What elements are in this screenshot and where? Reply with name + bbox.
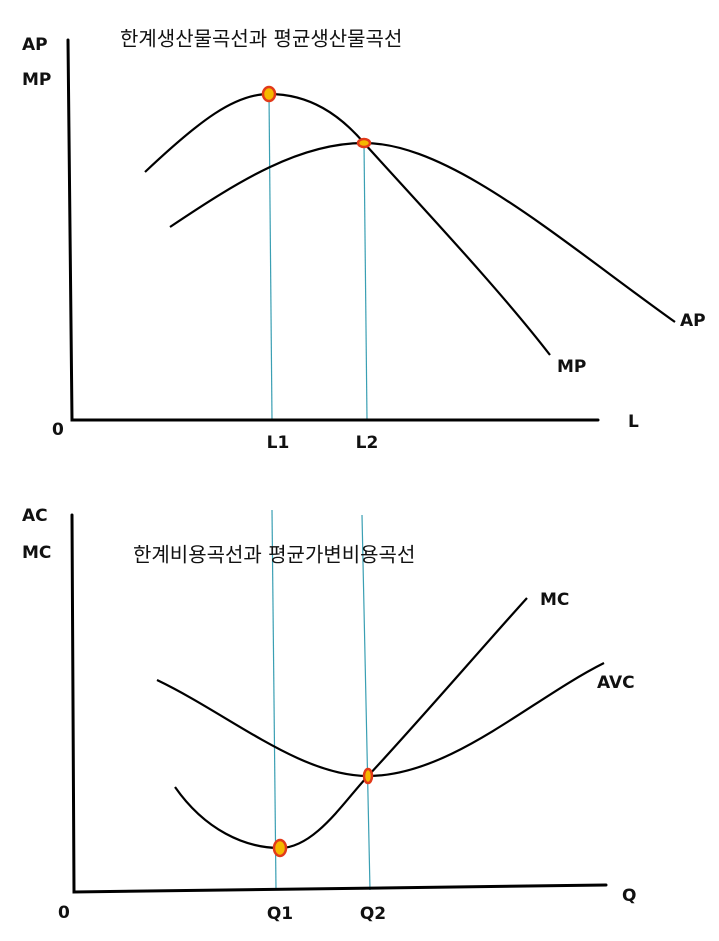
curve-label: MC — [540, 590, 569, 610]
curve-label: MP — [557, 357, 586, 377]
curve-label: AP — [680, 311, 706, 331]
mp-curve — [144, 92, 551, 356]
guide-line — [268, 93, 273, 421]
bottom-panel: AC MC 한계비용곡선과 평균가변비용곡선 0 Q Q1 Q2 MC AVC — [22, 506, 636, 924]
point — [272, 838, 288, 858]
avc-curve — [156, 662, 605, 778]
axes — [70, 513, 608, 894]
origin: 0 — [58, 903, 70, 923]
guide-line — [363, 142, 368, 421]
y-axis-label: MC — [22, 543, 51, 563]
title: 한계비용곡선과 평균가변비용곡선 — [133, 543, 415, 567]
mc-curve — [174, 597, 528, 850]
point — [362, 767, 374, 785]
x-mark: L1 — [267, 433, 290, 453]
y-axis-label: AP — [22, 35, 48, 55]
point — [356, 137, 372, 149]
x-mark: Q2 — [360, 904, 386, 924]
x-mark: L2 — [356, 433, 379, 453]
x-mark: Q1 — [267, 904, 293, 924]
ap-curve — [169, 141, 676, 323]
guide-line — [271, 509, 277, 891]
x-axis-label: L — [628, 412, 639, 432]
top-panel: 한계생산물곡선과 평균생산물곡선 AP MP 0 L L1 L2 MP AP — [22, 27, 706, 454]
origin: 0 — [52, 420, 64, 440]
axes — [66, 38, 600, 422]
y-axis-label: AC — [22, 506, 48, 526]
point — [261, 85, 277, 103]
curve-label: AVC — [597, 673, 635, 693]
title: 한계생산물곡선과 평균생산물곡선 — [120, 27, 402, 51]
y-axis-label: MP — [22, 70, 51, 90]
guide-line — [361, 514, 371, 891]
x-axis-label: Q — [622, 886, 636, 906]
